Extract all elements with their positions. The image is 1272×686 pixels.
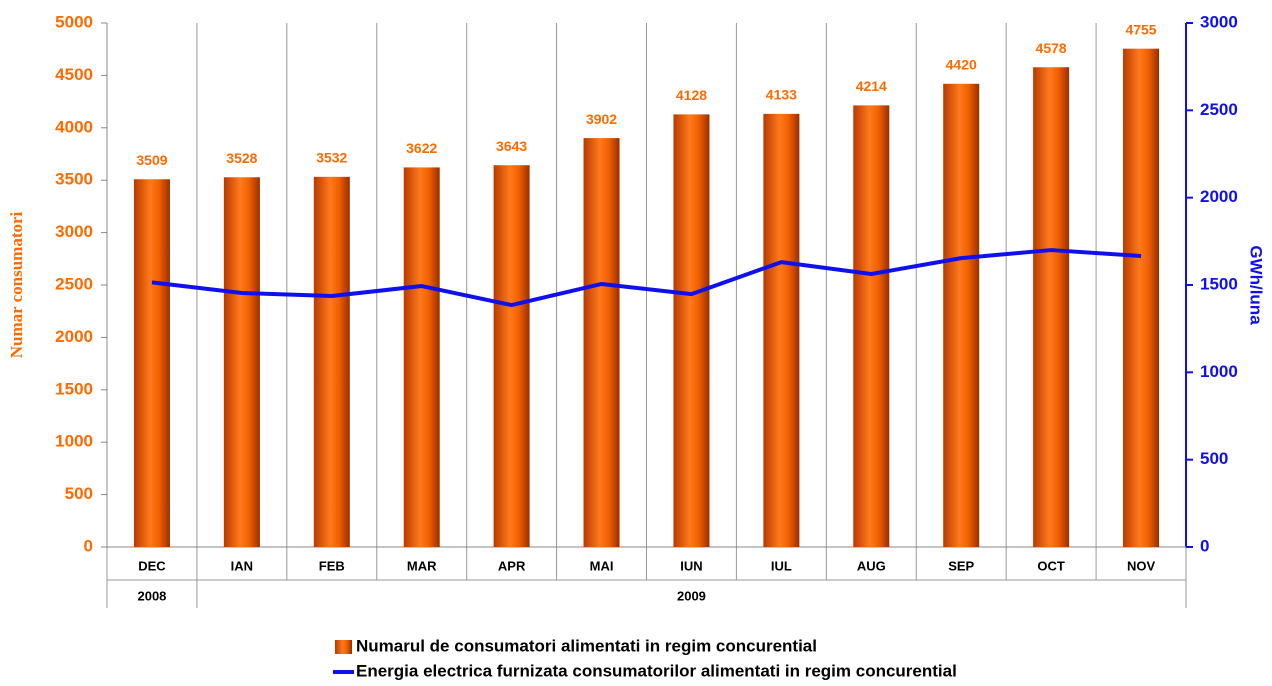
group-label: 2009 <box>677 588 706 603</box>
x-tick-label: OCT <box>1037 558 1065 573</box>
x-tick-label: NOV <box>1127 558 1156 573</box>
value-label: 4128 <box>676 87 707 103</box>
x-tick-label: SEP <box>948 558 974 573</box>
value-label-bg <box>939 56 984 75</box>
value-label: 3532 <box>316 150 347 166</box>
bar <box>313 176 350 547</box>
x-tick-label: AUG <box>857 558 886 573</box>
value-label-bg <box>759 86 804 105</box>
legend-label: Energia electrica furnizata consumatoril… <box>356 661 957 680</box>
y2-tick-label: 500 <box>1200 449 1228 468</box>
y-tick-label: 1500 <box>55 379 93 398</box>
legend-swatch <box>335 640 352 654</box>
bar <box>403 167 440 547</box>
y-tick-label: 3500 <box>55 170 93 189</box>
value-label-bg <box>399 140 444 159</box>
legend-label: Numarul de consumatori alimentati in reg… <box>356 636 817 655</box>
y2-tick-label: 1500 <box>1200 274 1238 293</box>
y2-tick-label: 0 <box>1200 536 1209 555</box>
y-tick-label: 4500 <box>55 65 93 84</box>
y2-tick-label: 2000 <box>1200 187 1238 206</box>
bar <box>763 113 800 547</box>
x-tick-label: FEB <box>319 558 345 573</box>
value-label: 4214 <box>856 78 887 94</box>
x-tick-label: MAR <box>407 558 437 573</box>
value-label: 3528 <box>226 150 257 166</box>
bar <box>1123 48 1160 548</box>
x-tick-label: IAN <box>231 558 253 573</box>
x-tick-label: DEC <box>138 558 166 573</box>
y-tick-label: 2500 <box>55 274 93 293</box>
x-tick-label: APR <box>498 558 526 573</box>
value-label-bg <box>669 87 714 106</box>
y-tick-label: 1000 <box>55 432 93 451</box>
y-tick-label: 500 <box>65 484 93 503</box>
y-tick-label: 2000 <box>55 327 93 346</box>
line <box>151 248 1142 308</box>
value-label-bg <box>219 150 264 169</box>
y2-tick-label: 1000 <box>1200 362 1238 381</box>
bar <box>583 138 620 547</box>
x-tick-label: IUL <box>771 558 792 573</box>
value-label-bg <box>849 78 894 97</box>
bar <box>133 179 170 547</box>
y2-tick-label: 2500 <box>1200 100 1238 119</box>
value-label-bg <box>489 138 534 157</box>
value-label: 3902 <box>586 111 617 127</box>
value-label: 4133 <box>766 87 797 103</box>
y2-axis-title: GWh/luna <box>1247 245 1266 325</box>
value-label-bg <box>309 149 354 168</box>
bar <box>943 83 980 547</box>
y-tick-label: 5000 <box>55 12 93 31</box>
bar <box>223 177 260 547</box>
value-label: 3509 <box>136 152 167 168</box>
x-tick-label: IUN <box>680 558 702 573</box>
bar <box>1033 67 1070 548</box>
y-axis-title: Numar consumatori <box>7 211 26 358</box>
x-tick-label: MAI <box>590 558 614 573</box>
value-label-bg <box>579 111 624 130</box>
value-label: 4578 <box>1036 40 1067 56</box>
y-tick-label: 4000 <box>55 117 93 136</box>
value-label: 3643 <box>496 138 527 154</box>
bar <box>853 105 890 547</box>
value-label-bg <box>1029 40 1074 59</box>
bar <box>493 165 530 547</box>
value-label: 4420 <box>946 56 977 72</box>
y-tick-label: 0 <box>84 536 93 555</box>
value-label: 4755 <box>1125 21 1156 37</box>
value-label-bg <box>1119 21 1164 40</box>
value-label: 3622 <box>406 140 437 156</box>
group-label: 2008 <box>137 588 166 603</box>
y-tick-label: 3000 <box>55 222 93 241</box>
y2-tick-label: 3000 <box>1200 12 1238 31</box>
bar <box>673 114 710 548</box>
value-label-bg <box>129 152 174 171</box>
